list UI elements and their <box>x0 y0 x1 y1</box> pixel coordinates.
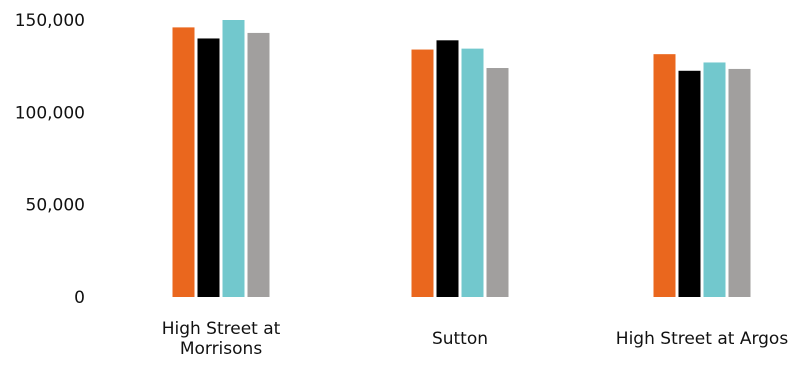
y-tick-label: 50,000 <box>26 196 85 216</box>
bar <box>172 27 195 298</box>
bar <box>461 48 484 297</box>
bar <box>653 54 676 298</box>
bar <box>247 32 270 297</box>
x-category-label: Sutton <box>432 329 488 349</box>
bar <box>728 68 751 297</box>
y-tick-label: 150,000 <box>15 11 85 31</box>
bar <box>222 20 245 297</box>
bar <box>197 38 220 297</box>
x-category-label: High Street at Argos <box>616 329 789 349</box>
y-tick-label: 0 <box>74 288 85 308</box>
bars <box>172 20 751 298</box>
x-category-label: Morrisons <box>180 339 263 359</box>
y-axis: 0 50,000 100,000 150,000 <box>15 11 85 308</box>
x-category-label: High Street at <box>162 319 281 339</box>
bar <box>678 70 701 298</box>
bar <box>703 62 726 298</box>
bar <box>486 68 509 297</box>
bar <box>436 40 459 298</box>
bar <box>411 49 434 298</box>
y-tick-label: 100,000 <box>15 103 85 123</box>
